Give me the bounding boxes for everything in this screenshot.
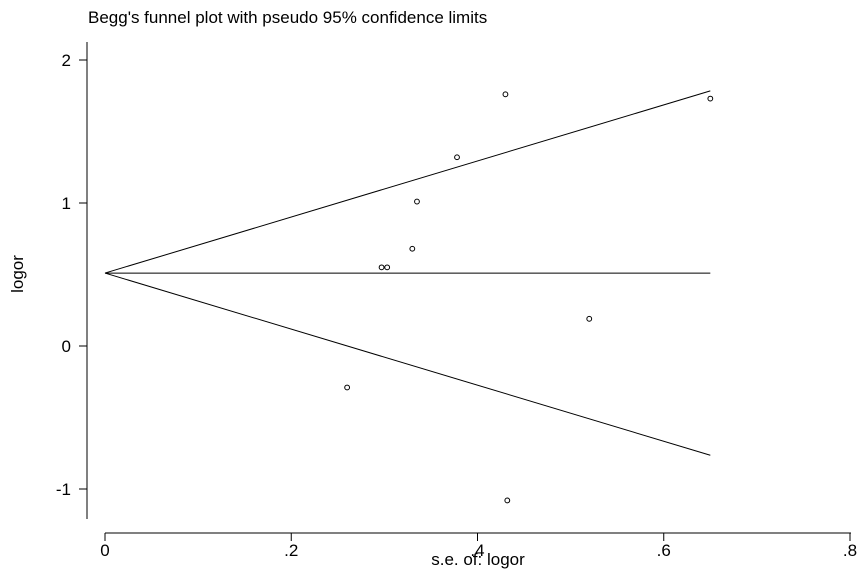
study-point (384, 264, 391, 271)
study-point (586, 315, 593, 322)
funnel-lines (104, 90, 711, 456)
x-tick-label: .6 (657, 541, 671, 560)
study-point (504, 497, 511, 504)
x-tick-label: .2 (284, 541, 298, 560)
lower-confidence-limit (104, 272, 711, 456)
y-tick-label: 2 (62, 51, 71, 70)
study-point (414, 198, 420, 205)
x-tick-label: .8 (843, 541, 857, 560)
upper-confidence-limit (104, 90, 711, 274)
y-tick-label: 1 (62, 194, 71, 213)
study-point (502, 91, 509, 98)
y-tick-label: 0 (62, 337, 71, 356)
y-ticks: -1 0 1 2 (56, 51, 87, 499)
x-tick-label: 0 (100, 541, 109, 560)
y-axis-label: logor (8, 255, 27, 293)
y-tick-label: -1 (56, 480, 71, 499)
axes (86, 42, 851, 534)
chart-title: Begg's funnel plot with pseudo 95% confi… (88, 8, 487, 27)
x-tick-label: .4 (470, 541, 484, 560)
study-point (344, 384, 351, 391)
x-ticks: 0 .2 .4 .6 .8 (100, 533, 857, 560)
study-point (409, 245, 416, 252)
study-point (454, 154, 460, 161)
study-point (707, 95, 714, 102)
study-point (378, 264, 385, 271)
study-points (344, 91, 714, 504)
x-axis-label: s.e. of: logor (431, 550, 525, 569)
